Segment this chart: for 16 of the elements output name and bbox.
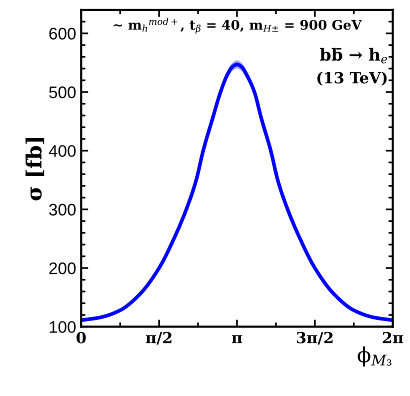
y-tick-label: 500 [49, 86, 76, 98]
x-tick-label: π/2 [146, 332, 172, 345]
annotation: ∼ m$_{h}$$^{mod+}$, t$_{β}$ = 40, m$_{H±}$ = 900 GeV [114, 18, 362, 34]
y-tick-label: 400 [48, 145, 76, 157]
annotation: bb̄ → h$_{e}$ [320, 48, 388, 64]
x-tick-label: π [232, 335, 242, 344]
y-tick-label: 100 [50, 321, 76, 333]
y-tick-label: 300 [49, 204, 76, 216]
y-tick-label: 200 [49, 262, 76, 274]
annotation: (13 TeV) [317, 72, 387, 86]
x-tick-label: 0 [76, 332, 86, 344]
x-tick-label: 3π/2 [296, 332, 333, 345]
y-axis-title: σ [fb] [26, 138, 44, 200]
y-tick-label: 600 [49, 28, 76, 40]
x-axis-title: ϕ$_{M₃}$ [358, 346, 392, 367]
x-tick-label: 2π [382, 332, 404, 344]
